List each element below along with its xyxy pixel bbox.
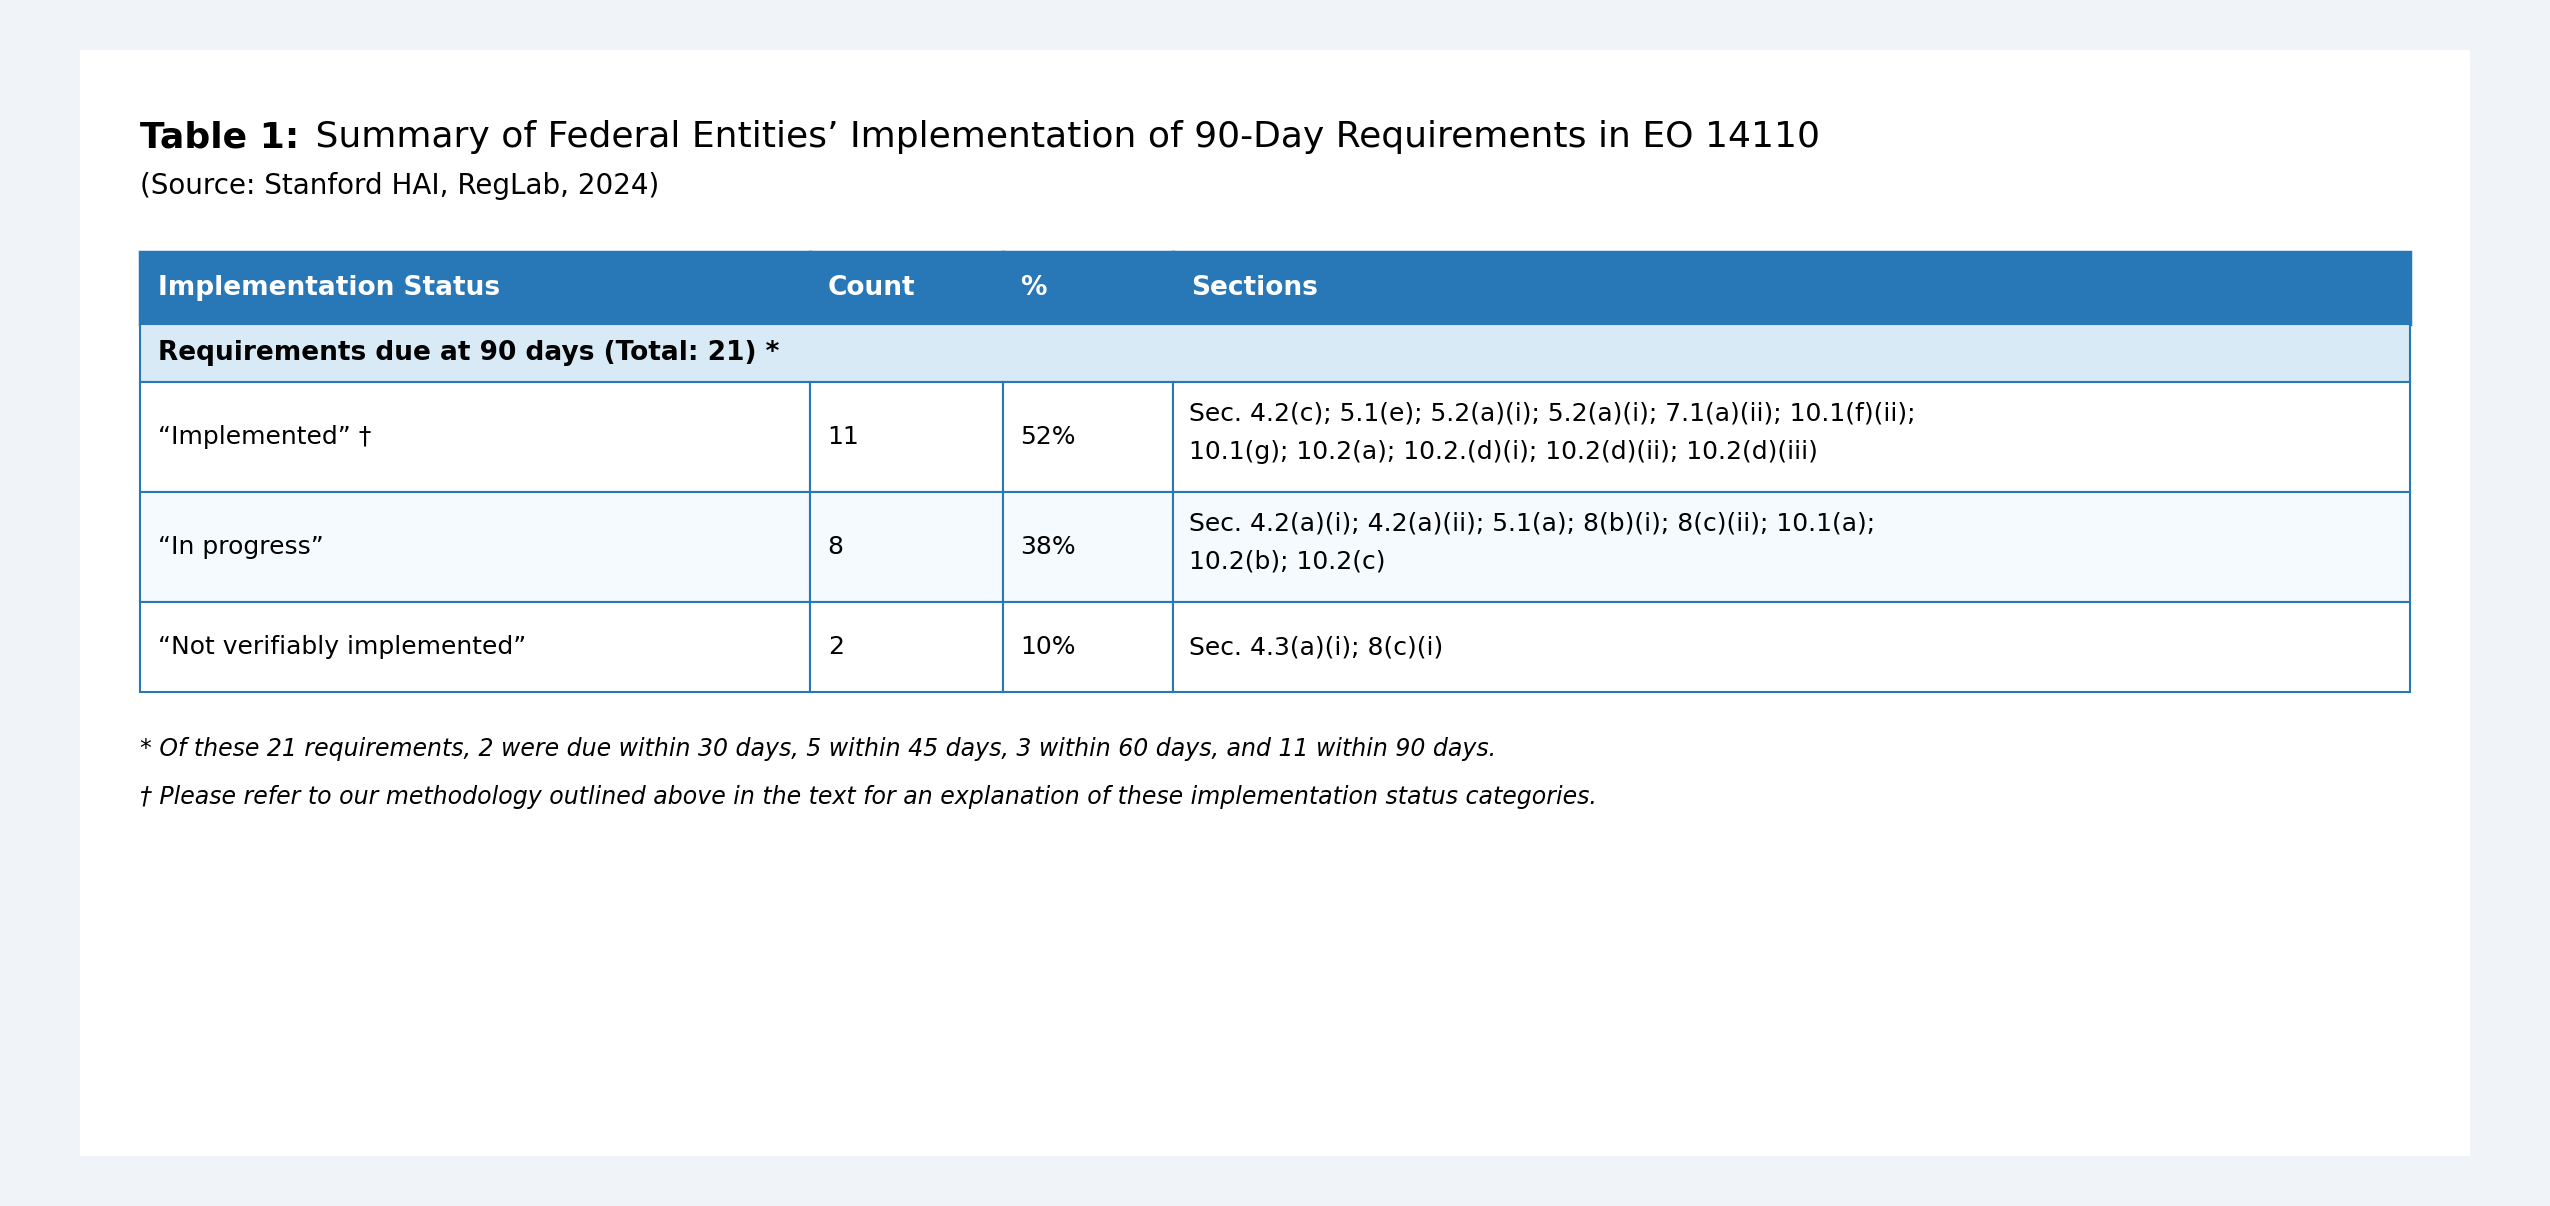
Bar xyxy=(140,324,2410,382)
Text: Sections: Sections xyxy=(1191,275,1318,302)
Text: 10.2(b); 10.2(c): 10.2(b); 10.2(c) xyxy=(1188,550,1385,574)
Bar xyxy=(140,252,811,324)
Bar xyxy=(811,382,1002,492)
Text: 11: 11 xyxy=(829,425,859,449)
Bar xyxy=(1002,492,1173,602)
Text: “In progress”: “In progress” xyxy=(158,535,324,560)
Bar xyxy=(1173,252,2410,324)
Text: 38%: 38% xyxy=(1020,535,1076,560)
Text: Sec. 4.2(a)(i); 4.2(a)(ii); 5.1(a); 8(b)(i); 8(c)(ii); 10.1(a);: Sec. 4.2(a)(i); 4.2(a)(ii); 5.1(a); 8(b)… xyxy=(1188,513,1874,535)
Text: Summary of Federal Entities’ Implementation of 90-Day Requirements in EO 14110: Summary of Federal Entities’ Implementat… xyxy=(303,121,1821,154)
Text: 10%: 10% xyxy=(1020,636,1076,658)
Bar xyxy=(1173,602,2410,692)
Text: Requirements due at 90 days (Total: 21) *: Requirements due at 90 days (Total: 21) … xyxy=(158,340,780,365)
Bar xyxy=(1002,382,1173,492)
Bar xyxy=(140,602,811,692)
Bar xyxy=(140,492,811,602)
Text: 10.1(g); 10.2(a); 10.2.(d)(i); 10.2(d)(ii); 10.2(d)(iii): 10.1(g); 10.2(a); 10.2.(d)(i); 10.2(d)(i… xyxy=(1188,440,1818,464)
Bar xyxy=(1173,492,2410,602)
Text: 8: 8 xyxy=(829,535,844,560)
Text: (Source: Stanford HAI, RegLab, 2024): (Source: Stanford HAI, RegLab, 2024) xyxy=(140,172,660,200)
Text: † Please refer to our methodology outlined above in the text for an explanation : † Please refer to our methodology outlin… xyxy=(140,785,1596,809)
Bar xyxy=(1002,252,1173,324)
Text: * Of these 21 requirements, 2 were due within 30 days, 5 within 45 days, 3 withi: * Of these 21 requirements, 2 were due w… xyxy=(140,737,1497,761)
Bar xyxy=(811,602,1002,692)
Text: “Implemented” †: “Implemented” † xyxy=(158,425,372,449)
Text: Table 1:: Table 1: xyxy=(140,121,298,154)
Bar xyxy=(1002,602,1173,692)
Bar xyxy=(1173,382,2410,492)
Text: %: % xyxy=(1020,275,1048,302)
Text: 52%: 52% xyxy=(1020,425,1076,449)
Bar xyxy=(811,492,1002,602)
Text: 2: 2 xyxy=(829,636,844,658)
Text: Sec. 4.2(c); 5.1(e); 5.2(a)(i); 5.2(a)(i); 7.1(a)(ii); 10.1(f)(ii);: Sec. 4.2(c); 5.1(e); 5.2(a)(i); 5.2(a)(i… xyxy=(1188,402,1915,426)
Text: Implementation Status: Implementation Status xyxy=(158,275,500,302)
Bar xyxy=(140,382,811,492)
Text: Count: Count xyxy=(829,275,915,302)
Bar xyxy=(811,252,1002,324)
Text: Sec. 4.3(a)(i); 8(c)(i): Sec. 4.3(a)(i); 8(c)(i) xyxy=(1188,636,1443,658)
Text: “Not verifiably implemented”: “Not verifiably implemented” xyxy=(158,636,525,658)
